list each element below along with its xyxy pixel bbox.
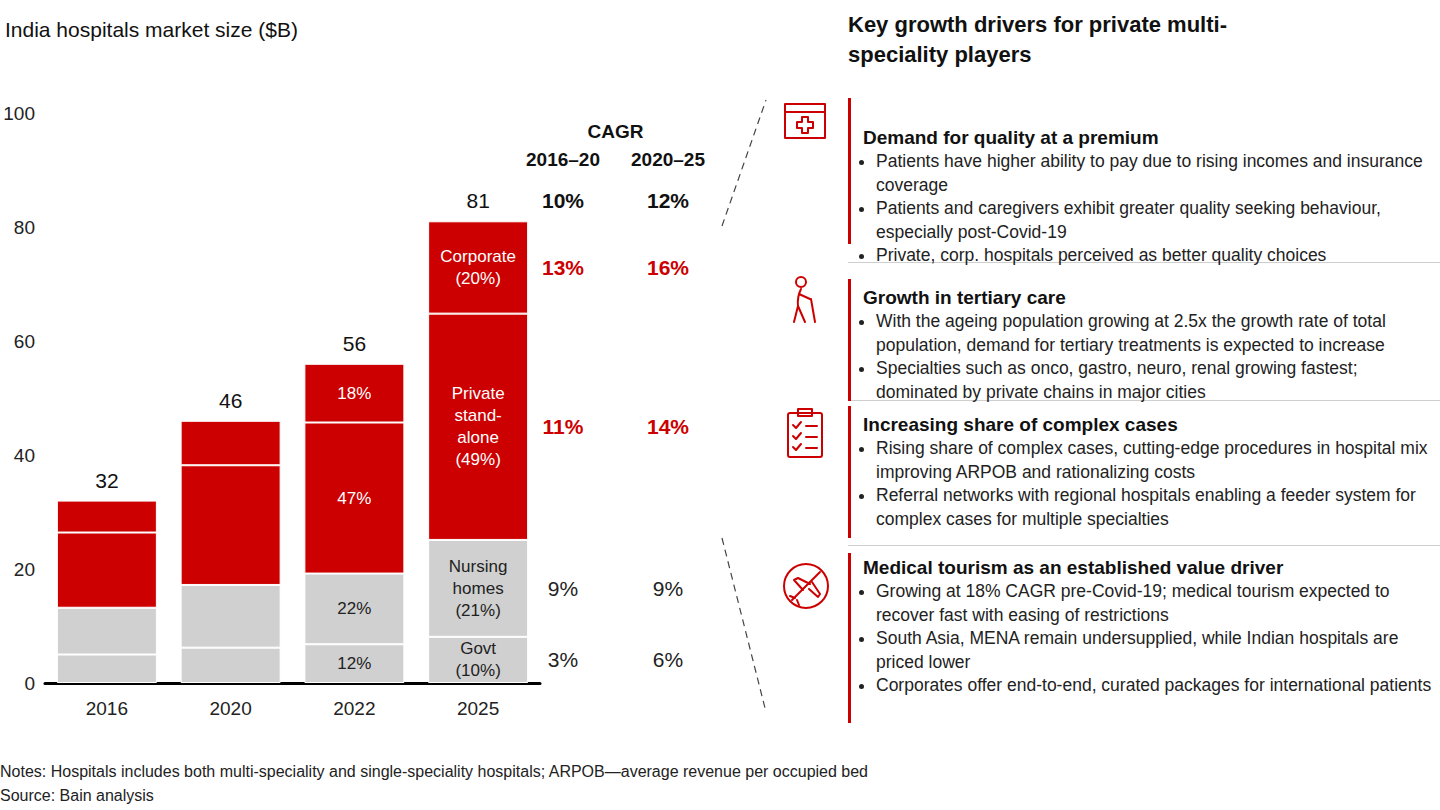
html-text:Patients have higher ability t: Patients have higher ability to pay due …	[876, 151, 1423, 195]
html-text:Notes: Hospitals includes both: Notes: Hospitals includes both multi-spe…	[0, 763, 868, 780]
svg-text:(49%): (49%)	[455, 450, 500, 469]
html-text:Specialties such as onco, gast: Specialties such as onco, gastro, neuro,…	[876, 358, 1358, 402]
svg-text:(21%): (21%)	[455, 601, 500, 620]
svg-text:47%: 47%	[337, 489, 371, 508]
svg-text:80: 80	[14, 217, 35, 238]
svg-text:12%: 12%	[647, 189, 689, 212]
svg-text:18%: 18%	[337, 384, 371, 403]
svg-text:homes: homes	[453, 579, 504, 598]
html-text:Key growth drivers for private: Key growth drivers for private multi-spe…	[848, 12, 1227, 67]
svg-text:40: 40	[14, 445, 35, 466]
html-text:Corporates offer end-to-end, c: Corporates offer end-to-end, curated pac…	[876, 675, 1432, 695]
svg-text:6%: 6%	[653, 648, 683, 671]
html-text:Medical tourism as an establis: Medical tourism as an established value …	[863, 557, 1284, 578]
svg-text:12%: 12%	[337, 654, 371, 673]
html-text:Private, corp. hospitals perce: Private, corp. hospitals perceived as be…	[876, 245, 1327, 265]
svg-text:3%: 3%	[548, 648, 578, 671]
svg-text:32: 32	[95, 469, 118, 492]
svg-text:Govt: Govt	[460, 639, 496, 658]
svg-text:2020–25: 2020–25	[631, 149, 705, 170]
svg-text:22%: 22%	[337, 599, 371, 618]
svg-text:100: 100	[3, 103, 35, 124]
svg-text:CAGR: CAGR	[588, 121, 644, 142]
svg-text:13%: 13%	[542, 256, 584, 279]
svg-text:2022: 2022	[333, 698, 375, 719]
svg-text:14%: 14%	[647, 415, 689, 438]
html-text:With the ageing population gro: With the ageing population growing at 2.…	[876, 311, 1386, 355]
svg-text:2025: 2025	[457, 698, 499, 719]
svg-text:2020: 2020	[209, 698, 251, 719]
svg-text:56: 56	[343, 332, 366, 355]
svg-text:India hospitals market size ($: India hospitals market size ($B)	[5, 18, 298, 41]
svg-text:Nursing: Nursing	[449, 557, 508, 576]
html-text:Source: Bain analysis: Source: Bain analysis	[0, 787, 154, 804]
svg-text:16%: 16%	[647, 256, 689, 279]
html-text:Rising share of complex cases,: Rising share of complex cases, cutting-e…	[876, 438, 1428, 482]
svg-text:Private: Private	[452, 384, 505, 403]
svg-text:20: 20	[14, 559, 35, 580]
html-text:South Asia, MENA remain unders: South Asia, MENA remain undersupplied, w…	[876, 628, 1399, 672]
svg-text:Corporate: Corporate	[440, 247, 516, 266]
svg-text:(10%): (10%)	[455, 661, 500, 680]
svg-text:9%: 9%	[548, 577, 578, 600]
svg-text:81: 81	[466, 189, 489, 212]
svg-text:10%: 10%	[542, 189, 584, 212]
svg-text:2016–20: 2016–20	[526, 149, 600, 170]
svg-text:stand-: stand-	[455, 406, 502, 425]
html-text:Growing at 18% CAGR pre-Covid-: Growing at 18% CAGR pre-Covid-19; medica…	[876, 581, 1390, 625]
svg-text:60: 60	[14, 331, 35, 352]
html-text:Referral networks with regiona: Referral networks with regional hospital…	[876, 485, 1416, 529]
html-text:Patients and caregivers exhibi: Patients and caregivers exhibit greater …	[876, 198, 1381, 242]
html-text:Increasing share of complex ca: Increasing share of complex cases	[863, 414, 1178, 435]
svg-text:11%: 11%	[543, 415, 584, 438]
html-text:Growth in tertiary care: Growth in tertiary care	[863, 287, 1066, 308]
html-text:Demand for quality at a premiu: Demand for quality at a premium	[863, 127, 1159, 148]
svg-text:46: 46	[219, 389, 242, 412]
svg-text:2016: 2016	[86, 698, 128, 719]
svg-text:9%: 9%	[653, 577, 683, 600]
svg-text:alone: alone	[457, 428, 499, 447]
svg-text:0: 0	[24, 673, 35, 694]
svg-text:(20%): (20%)	[455, 269, 500, 288]
